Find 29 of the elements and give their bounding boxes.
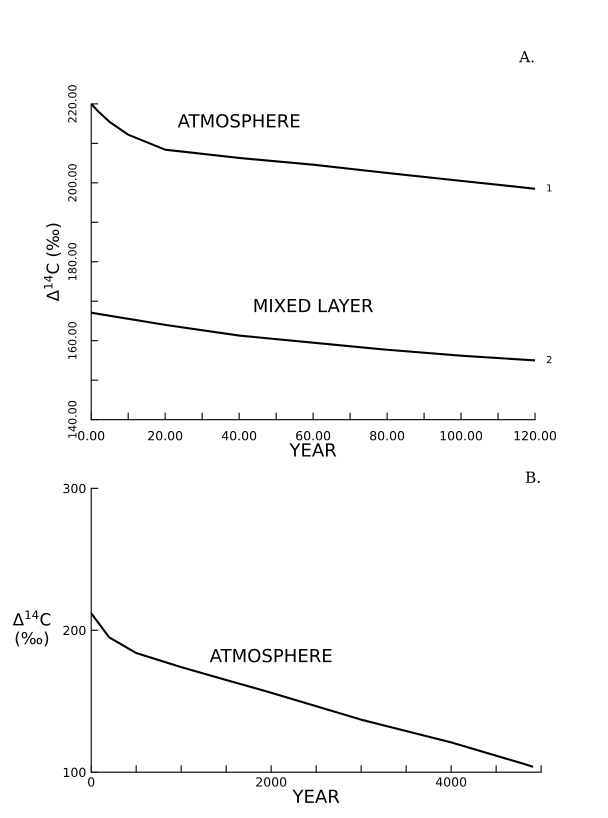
y-tick-label: 140.00 [68,400,77,438]
series-label: ATMOSPHERE [178,114,300,128]
y-tick-label: 200 [63,626,86,636]
x-tick-label: 80.00 [370,430,404,440]
annotation: 1 [547,184,552,192]
chart-title: B. [526,472,540,484]
series-label: MIXED LAYER [254,298,373,312]
y-tick-label: 220.00 [68,85,77,123]
annotation: 2 [546,356,552,364]
x-axis-title: YEAR [289,443,336,457]
x-tick-label: 100.00 [440,430,482,440]
x-tick-label: 4000 [436,777,466,787]
y-axis-title: Δ$^{14}$C (‰) [44,224,62,302]
y-tick-label: 160.00 [68,322,77,359]
y-tick-label: 200.00 [68,164,77,202]
x-tick-label: 20.00 [148,430,182,440]
series-label: ATMOSPHERE [210,648,332,662]
chart-title: A. [519,51,534,62]
y-axis-title: Δ$^{14}$C (‰) [12,610,50,646]
x-tick-label: 0 [88,777,94,787]
x-tick-label: 2000 [256,777,286,787]
x-tick-label: 0.00 [78,430,104,440]
y-tick-label: 180.00 [68,243,77,280]
x-tick-label: 40.00 [222,430,256,440]
y-tick-label: 300 [63,484,86,494]
y-tick-label: 100 [64,768,86,778]
x-tick-label: 60.00 [296,430,330,440]
x-tick-label: 120.00 [514,430,556,440]
x-axis-title: YEAR [292,790,340,803]
